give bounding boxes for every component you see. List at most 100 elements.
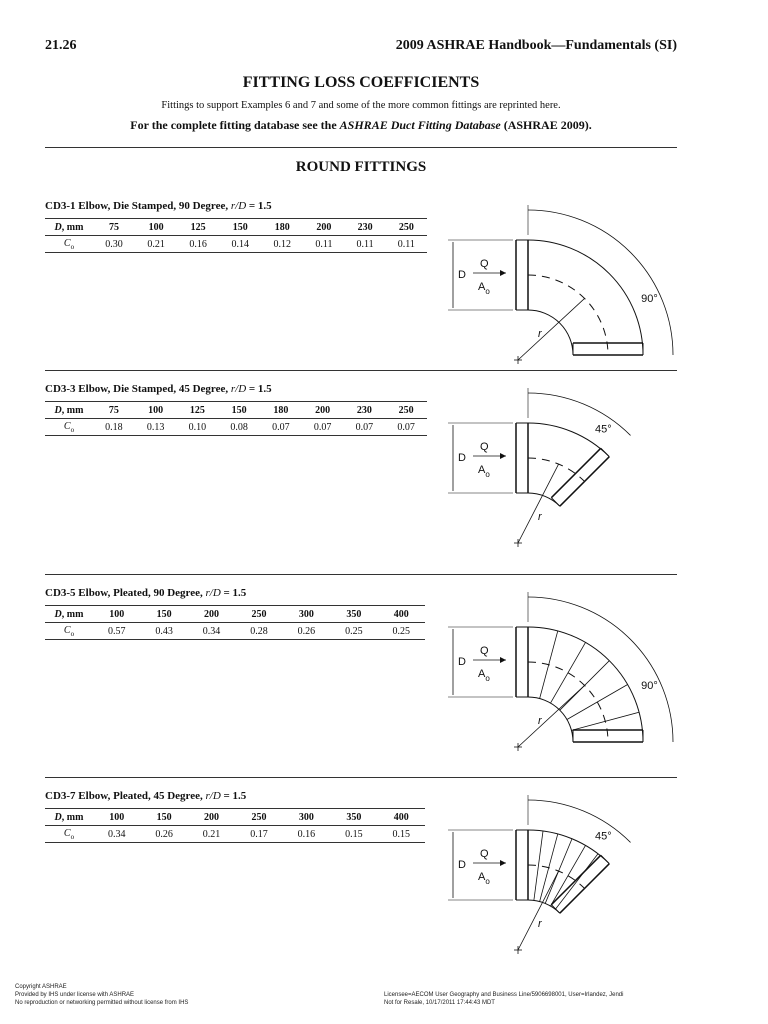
stroke	[517, 685, 585, 748]
coefficient: 0.08	[218, 418, 260, 436]
coefficient: 0.34	[187, 622, 236, 640]
diameter: 250	[385, 218, 427, 236]
area-label: Ao	[478, 464, 490, 479]
var: C	[63, 827, 71, 839]
stroke	[550, 854, 602, 906]
radius-label: r	[538, 715, 543, 727]
coefficient: 0.26	[140, 825, 188, 843]
diameter: 180	[260, 401, 302, 419]
diameter: 400	[377, 605, 425, 623]
dimension-label: D	[458, 269, 466, 281]
diameter: 150	[219, 218, 262, 236]
coefficient: 0.15	[377, 825, 425, 843]
angle-arc	[527, 596, 674, 743]
flow-label: Q	[480, 258, 489, 270]
footer-left: Copyright ASHRAE Provided by IHS under li…	[15, 983, 188, 1007]
diameter: 125	[176, 401, 219, 419]
page-title: FITTING LOSS COEFFICIENTS	[242, 74, 480, 91]
area-sub: o	[485, 287, 490, 296]
stroke	[550, 642, 586, 704]
diameter: 100	[93, 605, 141, 623]
ratio-var: r/D	[230, 200, 247, 212]
coefficient: 0.07	[301, 418, 344, 436]
coefficient: 0.11	[344, 235, 386, 253]
coefficient: 0.17	[235, 825, 283, 843]
stroke	[600, 854, 610, 865]
fitting-title: CD3-7 Elbow, Pleated, 45 Degree, r/D = 1…	[45, 790, 246, 802]
row-label: Co	[45, 418, 93, 436]
diameter: 75	[93, 401, 135, 419]
footer-line: Licensee=AECOM User Geography and Busine…	[384, 992, 624, 998]
stroke	[517, 298, 585, 361]
diameter: 75	[93, 218, 136, 236]
stroke	[527, 309, 574, 356]
stroke	[539, 630, 559, 699]
var: C	[63, 624, 71, 636]
radius-label: r	[538, 918, 543, 930]
coefficient: 0.25	[330, 622, 378, 640]
unit: , mm	[61, 608, 84, 620]
fitting-title: CD3-5 Elbow, Pleated, 90 Degree, r/D = 1…	[45, 587, 246, 599]
header-row: D, mm 75 100 125 150 180 200 230 250	[45, 401, 427, 419]
diameter: 250	[235, 605, 283, 623]
coefficient: 0.34	[93, 825, 141, 843]
rule	[45, 574, 677, 575]
fitting-name: CD3-7 Elbow, Pleated, 45 Degree,	[45, 790, 203, 802]
diameter: 100	[134, 401, 177, 419]
stroke	[527, 457, 585, 482]
unit: , mm	[61, 404, 84, 416]
var: D	[54, 811, 62, 823]
arrow	[500, 270, 506, 276]
angle-label: 45°	[595, 423, 612, 435]
ratio-var: r/D	[205, 587, 221, 599]
coefficient: 0.25	[377, 622, 425, 640]
coefficient: 0.43	[140, 622, 188, 640]
coefficient: 0.18	[93, 418, 135, 436]
arrow	[500, 860, 506, 866]
angle-label: 45°	[595, 830, 612, 842]
diameter: 200	[301, 401, 344, 419]
stroke	[533, 830, 544, 901]
row-label: D, mm	[45, 605, 93, 623]
area-sub: o	[485, 470, 490, 479]
coefficient: 0.28	[235, 622, 283, 640]
unit: , mm	[61, 221, 84, 233]
stroke	[555, 853, 599, 910]
area-label: Ao	[478, 668, 490, 683]
footer-line: No reproduction or networking permitted …	[15, 1000, 189, 1006]
diameter: 250	[385, 401, 427, 419]
page-number: 21.26	[45, 38, 77, 53]
coefficient: 0.07	[343, 418, 386, 436]
row-label: Co	[45, 235, 93, 253]
coefficient: 0.26	[282, 622, 331, 640]
diameter: 200	[187, 605, 236, 623]
diameter: 300	[282, 605, 331, 623]
ratio-value: = 1.5	[248, 383, 272, 395]
angle-label: 90°	[641, 680, 658, 692]
var: D	[54, 221, 62, 233]
area-var: A	[478, 871, 486, 883]
value-row: Co 0.34 0.26 0.21 0.17 0.16 0.15 0.15	[45, 825, 425, 843]
dimension-label: D	[458, 656, 466, 668]
coefficient: 0.07	[385, 418, 427, 436]
sub: o	[70, 832, 75, 841]
coefficient: 0.11	[385, 235, 427, 253]
row-label: Co	[45, 622, 93, 640]
footer-line: Provided by IHS under license with ASHRA…	[15, 992, 135, 998]
area-label: Ao	[478, 281, 490, 296]
area-var: A	[478, 464, 486, 476]
area-var: A	[478, 668, 486, 680]
area-var: A	[478, 281, 486, 293]
angle-arc	[527, 209, 674, 356]
intro: Fittings to support Examples 6 and 7 and…	[161, 100, 561, 111]
stroke	[600, 447, 610, 458]
coefficient: 0.15	[330, 825, 378, 843]
diameter: 150	[140, 605, 188, 623]
header-row: D, mm 100 150 200 250 300 350 400	[45, 808, 425, 826]
diameter: 150	[140, 808, 188, 826]
diameter: 150	[218, 401, 260, 419]
